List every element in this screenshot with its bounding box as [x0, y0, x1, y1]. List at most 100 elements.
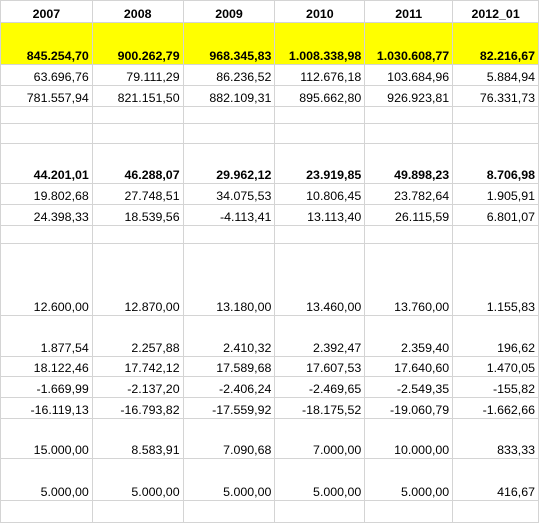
- table-cell[interactable]: 86.236,52: [182, 64, 276, 86]
- table-cell[interactable]: 5.000,00: [0, 458, 93, 501]
- table-cell[interactable]: 5.884,94: [452, 64, 539, 86]
- table-cell[interactable]: [91, 123, 184, 144]
- table-cell[interactable]: [182, 500, 276, 523]
- table-cell[interactable]: 8.583,91: [91, 418, 184, 459]
- table-cell[interactable]: 34.075,53: [182, 183, 276, 205]
- table-cell[interactable]: 10.806,45: [274, 183, 366, 205]
- table-cell[interactable]: 12.600,00: [0, 243, 93, 316]
- table-cell[interactable]: [182, 123, 276, 144]
- table-cell[interactable]: -4.113,41: [182, 204, 276, 226]
- table-cell[interactable]: 968.345,83: [182, 22, 276, 65]
- table-cell[interactable]: 103.684,96: [364, 64, 454, 86]
- table-cell[interactable]: [452, 225, 539, 244]
- table-cell[interactable]: 82.216,67: [452, 22, 539, 65]
- table-cell[interactable]: 10.000,00: [364, 418, 454, 459]
- table-cell[interactable]: 13.460,00: [274, 243, 366, 316]
- table-cell[interactable]: [364, 106, 454, 124]
- table-cell[interactable]: 845.254,70: [0, 22, 93, 65]
- table-cell[interactable]: -2.137,20: [91, 376, 184, 398]
- header-cell[interactable]: 2012_01: [452, 0, 539, 23]
- header-cell[interactable]: 2010: [274, 0, 366, 23]
- table-cell[interactable]: 49.898,23: [364, 143, 454, 184]
- table-cell[interactable]: 76.331,73: [452, 85, 539, 107]
- table-cell[interactable]: 5.000,00: [182, 458, 276, 501]
- table-cell[interactable]: [364, 225, 454, 244]
- table-cell[interactable]: 821.151,50: [91, 85, 184, 107]
- table-cell[interactable]: 7.000,00: [274, 418, 366, 459]
- table-cell[interactable]: 17.589,68: [182, 356, 276, 377]
- table-cell[interactable]: 23.919,85: [274, 143, 366, 184]
- table-cell[interactable]: 13.760,00: [364, 243, 454, 316]
- table-cell[interactable]: [91, 106, 184, 124]
- header-cell[interactable]: 2008: [91, 0, 184, 23]
- table-cell[interactable]: 5.000,00: [364, 458, 454, 501]
- table-cell[interactable]: [91, 500, 184, 523]
- table-cell[interactable]: -1.662,66: [452, 397, 539, 419]
- table-cell[interactable]: 15.000,00: [0, 418, 93, 459]
- table-cell[interactable]: 23.782,64: [364, 183, 454, 205]
- table-cell[interactable]: 24.398,33: [0, 204, 93, 226]
- table-cell[interactable]: 900.262,79: [91, 22, 184, 65]
- table-cell[interactable]: -16.793,82: [91, 397, 184, 419]
- table-cell[interactable]: [364, 500, 454, 523]
- table-cell[interactable]: 27.748,51: [91, 183, 184, 205]
- table-cell[interactable]: 2.359,40: [364, 315, 454, 357]
- header-cell[interactable]: 2011: [364, 0, 454, 23]
- table-cell[interactable]: 19.802,68: [0, 183, 93, 205]
- table-cell[interactable]: 882.109,31: [182, 85, 276, 107]
- table-cell[interactable]: -16.119,13: [0, 397, 93, 419]
- table-cell[interactable]: 6.801,07: [452, 204, 539, 226]
- table-cell[interactable]: 79.111,29: [91, 64, 184, 86]
- table-cell[interactable]: 29.962,12: [182, 143, 276, 184]
- table-cell[interactable]: -2.406,24: [182, 376, 276, 398]
- table-cell[interactable]: 781.557,94: [0, 85, 93, 107]
- table-cell[interactable]: 1.905,91: [452, 183, 539, 205]
- table-cell[interactable]: 17.742,12: [91, 356, 184, 377]
- table-cell[interactable]: 416,67: [452, 458, 539, 501]
- table-cell[interactable]: 1.030.608,77: [364, 22, 454, 65]
- header-cell[interactable]: 2009: [182, 0, 276, 23]
- table-cell[interactable]: 1.470,05: [452, 356, 539, 377]
- table-cell[interactable]: 17.607,53: [274, 356, 366, 377]
- table-cell[interactable]: -17.559,92: [182, 397, 276, 419]
- table-cell[interactable]: 18.122,46: [0, 356, 93, 377]
- table-cell[interactable]: -19.060,79: [364, 397, 454, 419]
- table-cell[interactable]: 18.539,56: [91, 204, 184, 226]
- table-cell[interactable]: [452, 123, 539, 144]
- table-cell[interactable]: [274, 106, 366, 124]
- table-cell[interactable]: 112.676,18: [274, 64, 366, 86]
- table-cell[interactable]: [91, 225, 184, 244]
- table-cell[interactable]: -2.469,65: [274, 376, 366, 398]
- table-cell[interactable]: 1.155,83: [452, 243, 539, 316]
- table-cell[interactable]: 13.180,00: [182, 243, 276, 316]
- table-cell[interactable]: -2.549,35: [364, 376, 454, 398]
- table-cell[interactable]: 7.090,68: [182, 418, 276, 459]
- table-cell[interactable]: -1.669,99: [0, 376, 93, 398]
- table-cell[interactable]: [364, 123, 454, 144]
- table-cell[interactable]: [274, 500, 366, 523]
- table-cell[interactable]: [452, 106, 539, 124]
- table-cell[interactable]: 1.008.338,98: [274, 22, 366, 65]
- table-cell[interactable]: -18.175,52: [274, 397, 366, 419]
- table-cell[interactable]: -155,82: [452, 376, 539, 398]
- table-cell[interactable]: [0, 500, 93, 523]
- table-cell[interactable]: 833,33: [452, 418, 539, 459]
- table-cell[interactable]: 44.201,01: [0, 143, 93, 184]
- table-cell[interactable]: 26.115,59: [364, 204, 454, 226]
- table-cell[interactable]: 5.000,00: [91, 458, 184, 501]
- table-cell[interactable]: 17.640,60: [364, 356, 454, 377]
- table-cell[interactable]: 8.706,98: [452, 143, 539, 184]
- table-cell[interactable]: 1.877,54: [0, 315, 93, 357]
- table-cell[interactable]: 196,62: [452, 315, 539, 357]
- table-cell[interactable]: 926.923,81: [364, 85, 454, 107]
- table-cell[interactable]: 5.000,00: [274, 458, 366, 501]
- table-cell[interactable]: 2.392,47: [274, 315, 366, 357]
- table-cell[interactable]: 2.410,32: [182, 315, 276, 357]
- table-cell[interactable]: [0, 225, 93, 244]
- table-cell[interactable]: [182, 106, 276, 124]
- table-cell[interactable]: 12.870,00: [91, 243, 184, 316]
- table-cell[interactable]: 13.113,40: [274, 204, 366, 226]
- table-cell[interactable]: 895.662,80: [274, 85, 366, 107]
- table-cell[interactable]: [0, 106, 93, 124]
- table-cell[interactable]: [182, 225, 276, 244]
